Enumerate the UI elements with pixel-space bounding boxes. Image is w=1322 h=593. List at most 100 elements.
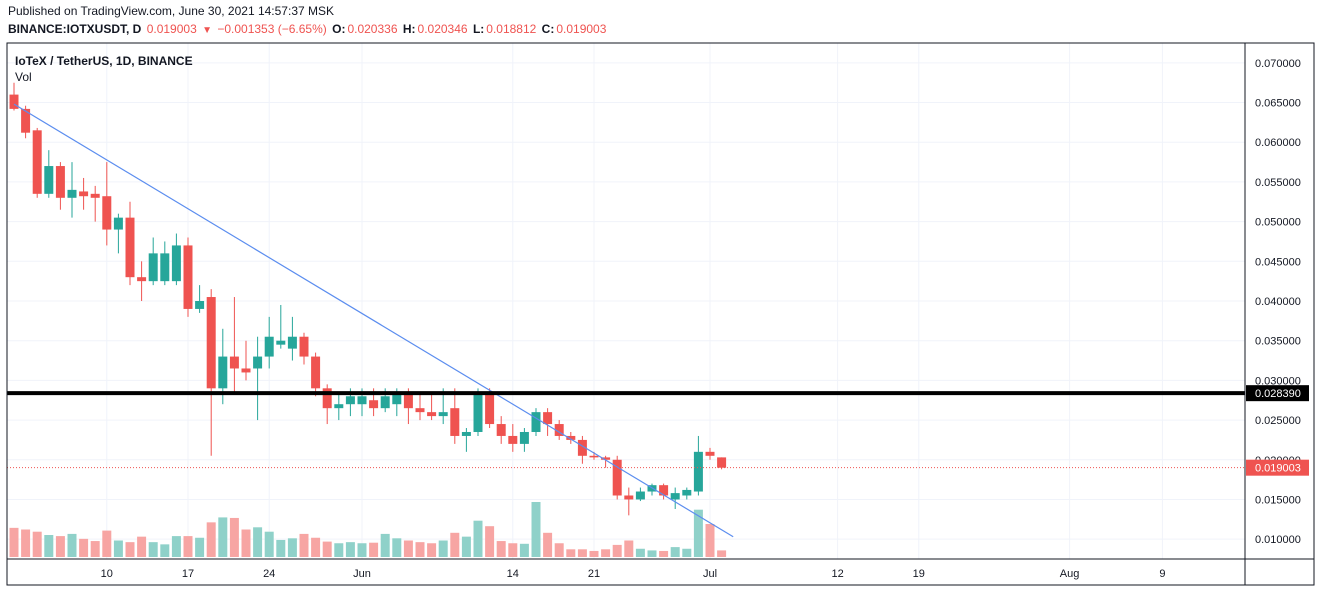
price-tick-label: 0.035000 <box>1255 336 1301 348</box>
candle-body <box>44 166 54 194</box>
candle <box>113 213 123 254</box>
volume-bar <box>160 544 170 557</box>
candle-body <box>67 189 77 198</box>
candle <box>427 392 437 421</box>
candle-body <box>345 396 355 405</box>
candle-body <box>635 491 645 500</box>
candle <box>473 388 483 436</box>
volume-bars <box>9 502 727 557</box>
last-price-tag-text: 0.019003 <box>1255 463 1301 475</box>
candles <box>9 82 727 516</box>
candle <box>670 487 680 509</box>
candle <box>496 416 506 444</box>
candle <box>90 185 100 222</box>
candle <box>311 352 321 397</box>
volume-bar <box>206 522 216 557</box>
volume-bar <box>148 542 158 557</box>
candle <box>253 336 263 421</box>
volume-bar <box>438 540 448 557</box>
price-tick-label: 0.025000 <box>1255 415 1301 427</box>
volume-bar <box>403 540 413 557</box>
volume-bar <box>183 536 193 557</box>
volume-bar <box>531 502 541 557</box>
candle-body <box>369 400 379 409</box>
candle <box>276 304 286 349</box>
volume-bar <box>601 549 611 557</box>
close-value: 0.019003 <box>556 22 607 36</box>
candle <box>264 316 274 369</box>
volume-bar <box>322 541 332 557</box>
candle-body <box>612 459 622 496</box>
candle <box>612 455 622 500</box>
candle <box>450 388 460 444</box>
candle <box>287 316 297 361</box>
volume-bar <box>229 517 239 557</box>
volume-bar <box>612 544 622 557</box>
candle-body <box>577 439 587 456</box>
candle-body <box>160 253 170 282</box>
candle-body <box>90 193 100 198</box>
candle-body <box>137 277 147 282</box>
volume-bar <box>357 543 367 557</box>
candle-body <box>125 217 135 278</box>
candle-body <box>693 451 703 492</box>
candle <box>566 431 576 444</box>
candle-body <box>682 489 692 496</box>
price-tick-label: 0.030000 <box>1255 375 1301 387</box>
candle <box>160 241 170 286</box>
volume-bar <box>125 542 135 557</box>
time-tick-label: 19 <box>913 568 925 580</box>
candle <box>241 340 251 381</box>
drawings[interactable] <box>7 103 1245 538</box>
volume-bar <box>473 520 483 557</box>
low-value: 0.018812 <box>486 22 537 36</box>
time-axis[interactable]: 10 17 24 Jun 14 21 Jul 12 19 Aug 9 <box>101 568 1166 580</box>
time-tick-label: 24 <box>263 568 275 580</box>
candle-body <box>392 392 402 405</box>
candle <box>601 455 611 468</box>
candle-body <box>334 404 344 409</box>
candle-body <box>32 130 42 194</box>
candle-body <box>206 297 216 389</box>
volume-bar <box>659 550 669 557</box>
candle-body <box>276 340 286 345</box>
candle <box>44 150 54 198</box>
candle <box>682 487 692 500</box>
candle-body <box>21 108 31 133</box>
candle <box>183 237 193 317</box>
volume-bar <box>682 548 692 557</box>
volume-bar <box>415 542 425 557</box>
volume-bar <box>137 536 147 557</box>
candle-body <box>450 408 460 436</box>
price-tick-label: 0.050000 <box>1255 217 1301 229</box>
candle-body <box>670 493 680 500</box>
level-price-tag-text: 0.028390 <box>1255 388 1301 400</box>
candle-body <box>485 392 495 425</box>
candle <box>206 289 216 456</box>
candle <box>125 201 135 286</box>
time-tick-label: Jul <box>703 568 717 580</box>
volume-bar <box>508 543 518 557</box>
last-price-value: 0.019003 <box>146 22 197 36</box>
volume-bar <box>717 550 727 557</box>
candle-body <box>299 336 309 357</box>
open-value: 0.020336 <box>347 22 398 36</box>
candle-body <box>55 166 65 198</box>
candle-body <box>508 435 518 444</box>
candle <box>531 408 541 436</box>
volume-bar <box>102 530 112 557</box>
volume-bar <box>392 538 402 557</box>
published-caption: Published on TradingView.com, June 30, 2… <box>8 4 334 18</box>
high-label: H: <box>402 22 416 36</box>
volume-bar <box>543 532 553 557</box>
candle-body <box>241 368 251 373</box>
candle-body <box>380 396 390 409</box>
candle-body <box>566 435 576 440</box>
candle <box>229 297 239 393</box>
trendline[interactable] <box>13 103 734 538</box>
level-price-tag <box>1246 385 1309 402</box>
candle-body <box>264 336 274 357</box>
candle-body <box>473 392 483 432</box>
candle-body <box>496 424 506 436</box>
